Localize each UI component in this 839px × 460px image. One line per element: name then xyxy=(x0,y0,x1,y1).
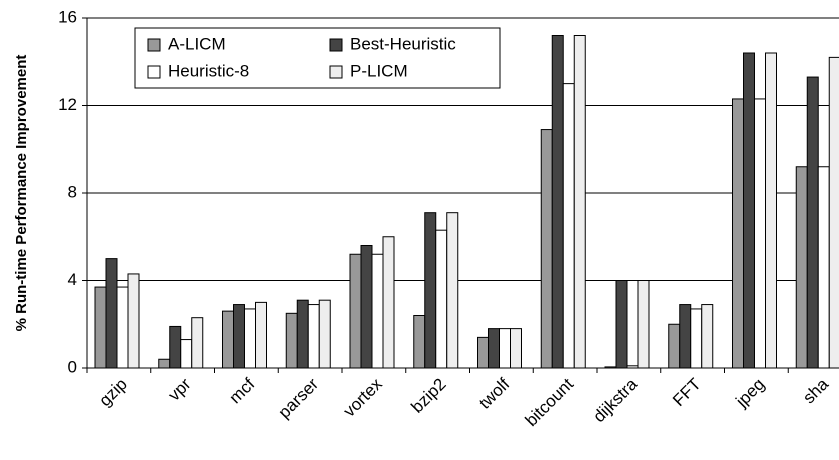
bar xyxy=(285,312,298,369)
y-tick-label: 4 xyxy=(68,270,77,289)
bar xyxy=(180,339,193,369)
x-tick-label: mcf xyxy=(226,374,259,407)
bar xyxy=(637,280,650,369)
y-tick-label: 12 xyxy=(58,95,77,114)
x-tick-label: parser xyxy=(275,374,323,422)
bar xyxy=(817,166,830,369)
bar xyxy=(488,328,500,369)
legend-swatch xyxy=(147,38,161,52)
x-tick-label: vpr xyxy=(164,374,194,404)
legend-swatch xyxy=(329,65,343,79)
bar xyxy=(828,56,839,369)
x-tick-label: jpeg xyxy=(732,375,769,412)
legend-label: P-LICM xyxy=(350,61,408,80)
bar xyxy=(477,336,489,369)
bar xyxy=(371,253,384,369)
legend-swatch xyxy=(147,65,161,79)
legend-box xyxy=(134,27,501,89)
bar xyxy=(349,253,362,369)
bar xyxy=(743,52,755,369)
x-tick-label: sha xyxy=(799,374,832,407)
bar xyxy=(318,299,331,369)
y-axis-label: % Run-time Performance Improvement xyxy=(13,55,30,332)
bar xyxy=(668,323,681,369)
bar xyxy=(562,83,575,369)
bar xyxy=(615,280,628,369)
bar xyxy=(127,273,140,369)
bar xyxy=(499,328,511,369)
bar xyxy=(296,299,309,369)
legend-label: Heuristic-8 xyxy=(168,61,249,80)
x-tick-label: gzip xyxy=(95,375,130,410)
y-tick-label: 16 xyxy=(58,7,77,26)
legend-label: Best-Heuristic xyxy=(350,34,456,53)
bar xyxy=(116,286,129,369)
bar xyxy=(679,304,692,369)
legend-label: A-LICM xyxy=(168,34,226,53)
y-tick-label: 0 xyxy=(68,357,77,376)
bar xyxy=(191,317,204,369)
x-tick-label: bitcount xyxy=(522,374,578,430)
bar xyxy=(94,286,107,369)
x-tick-label: vortex xyxy=(340,374,387,421)
bar xyxy=(446,212,459,369)
bar xyxy=(573,35,586,369)
bar xyxy=(413,315,426,369)
bar xyxy=(158,358,171,369)
bar xyxy=(169,325,182,369)
bar xyxy=(540,129,553,369)
bar xyxy=(765,52,777,369)
bar xyxy=(244,308,256,369)
bar xyxy=(806,76,819,369)
bar xyxy=(701,304,714,369)
bar xyxy=(307,304,320,369)
bar xyxy=(360,245,373,369)
bar xyxy=(551,35,564,369)
x-tick-label: twolf xyxy=(475,374,513,412)
bar xyxy=(435,229,448,369)
bar xyxy=(255,301,267,369)
bar xyxy=(424,212,437,369)
bar xyxy=(795,166,808,369)
bar xyxy=(732,98,744,369)
y-tick-label: 8 xyxy=(68,182,77,201)
bar xyxy=(222,310,234,369)
x-tick-label: bzip2 xyxy=(407,375,449,417)
x-tick-label: FFT xyxy=(669,375,704,410)
legend-swatch xyxy=(329,38,343,52)
x-tick-label: dijkstra xyxy=(589,374,641,426)
bar xyxy=(382,236,395,369)
bar xyxy=(233,304,245,369)
bar xyxy=(510,328,522,369)
bar xyxy=(754,98,766,369)
bar xyxy=(105,258,118,369)
bar xyxy=(690,308,703,369)
